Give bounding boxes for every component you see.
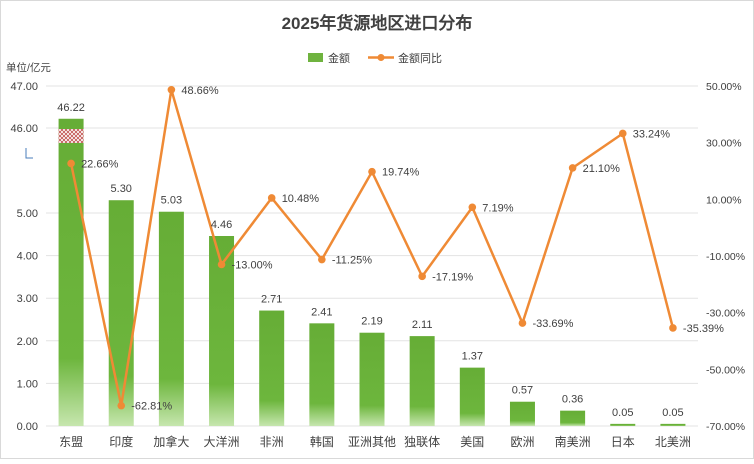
line-point <box>568 164 577 172</box>
line-point <box>368 167 376 176</box>
line-value-label: -11.25% <box>332 255 372 267</box>
category-label: 亚洲其他 <box>348 435 396 449</box>
gridlines <box>46 85 698 427</box>
line-value-label: -35.39% <box>683 323 724 335</box>
bar <box>158 211 184 426</box>
legend-bar-label: 金额 <box>328 51 350 65</box>
bar-series <box>58 118 686 426</box>
line-value-label: -13.00% <box>232 260 273 272</box>
bar <box>409 336 435 426</box>
category-label: 大洋洲 <box>204 434 240 449</box>
legend-line-label: 金额同比 <box>398 51 442 65</box>
line-series <box>67 85 677 410</box>
right-tick-label: -10.00% <box>706 251 745 263</box>
line-point <box>167 85 176 94</box>
bar <box>58 118 84 426</box>
bar-value-label: 2.19 <box>361 316 382 328</box>
category-label: 美国 <box>460 435 484 449</box>
right-tick-label: 30.00% <box>706 138 742 150</box>
bar <box>259 310 285 426</box>
axis-break-marker <box>25 148 33 159</box>
left-tick-label: 47.00 <box>10 81 38 93</box>
category-label: 加拿大 <box>153 434 189 449</box>
line-value-label: 33.24% <box>633 128 671 140</box>
category-label: 东盟 <box>59 435 83 449</box>
chart-title: 2025年货源地区进口分布 <box>282 13 473 33</box>
data-labels: 46.22 5.30 5.03 4.46 2.71 2.41 2.19 2.11 1.37 0.5… <box>57 85 724 419</box>
left-tick-label: 46.00 <box>10 123 38 135</box>
right-tick-label: -50.00% <box>706 364 745 376</box>
bar-value-label: 0.36 <box>562 394 583 406</box>
line-point <box>318 255 326 264</box>
legend: 金额 金额同比 <box>308 51 442 65</box>
line-value-label: -17.19% <box>432 271 473 283</box>
bar <box>610 423 636 426</box>
bar-value-label: 2.41 <box>311 306 332 318</box>
bar-value-label: 0.05 <box>612 407 633 419</box>
category-label: 南美洲 <box>555 434 591 449</box>
line-point <box>518 319 527 327</box>
left-tick-label: 0.00 <box>17 421 38 433</box>
left-tick-label: 1.00 <box>17 378 38 390</box>
right-tick-label: -30.00% <box>706 308 745 320</box>
category-label: 韩国 <box>310 434 334 449</box>
left-tick-label: 3.00 <box>17 293 38 305</box>
line-point <box>618 129 627 138</box>
line-value-label: -62.81% <box>131 401 172 413</box>
line-point <box>267 194 276 202</box>
category-label: 独联体 <box>404 435 440 449</box>
line-value-label: 48.66% <box>181 85 219 97</box>
unit-label: 单位/亿元 <box>6 61 51 74</box>
line-value-label: 7.19% <box>482 202 513 214</box>
line-point <box>418 272 426 281</box>
bar-value-label: 4.46 <box>211 219 232 231</box>
bar-value-label: 2.11 <box>412 319 433 331</box>
category-label: 印度 <box>109 434 133 449</box>
line-point <box>67 159 75 168</box>
left-tick-label: 4.00 <box>17 251 38 263</box>
line-point <box>117 401 126 410</box>
bar-value-label: 0.05 <box>662 407 683 419</box>
bar-value-label: 5.03 <box>161 195 182 207</box>
bar-break-band <box>58 129 84 143</box>
category-label: 北美洲 <box>655 435 691 449</box>
line-point <box>217 260 226 269</box>
line-value-label: 22.66% <box>81 158 119 170</box>
left-tick-label: 2.00 <box>17 336 38 348</box>
line-value-label: 10.48% <box>282 193 320 205</box>
line-value-label: -33.69% <box>532 318 573 330</box>
bar <box>459 367 485 426</box>
line-point <box>468 203 477 212</box>
right-tick-label: 50.00% <box>706 81 742 93</box>
bar <box>309 323 335 426</box>
bar <box>359 332 385 426</box>
bar <box>660 423 686 426</box>
bar-value-label: 2.71 <box>261 294 282 306</box>
bar <box>560 410 586 426</box>
bar-value-label: 0.57 <box>512 385 533 397</box>
line-value-label: 19.74% <box>382 167 420 179</box>
category-label: 欧洲 <box>510 435 534 449</box>
line-point <box>669 324 677 332</box>
legend-line-marker <box>377 54 385 61</box>
category-label: 日本 <box>611 435 635 449</box>
left-tick-label: 5.00 <box>17 208 38 220</box>
axes: 0.00 1.00 2.00 3.00 4.00 5.00 46.00 47.00 -70.00… <box>10 81 745 449</box>
legend-bar-swatch <box>308 53 323 62</box>
bar <box>509 401 535 426</box>
bar-value-label: 46.22 <box>57 102 85 114</box>
right-tick-label: -70.00% <box>706 421 745 433</box>
right-tick-label: 10.00% <box>706 194 742 206</box>
bar-value-label: 5.30 <box>111 183 132 195</box>
line-value-label: 21.10% <box>583 163 621 175</box>
bar-value-label: 1.37 <box>462 351 483 363</box>
bar <box>108 200 134 426</box>
category-label: 非洲 <box>260 435 284 449</box>
